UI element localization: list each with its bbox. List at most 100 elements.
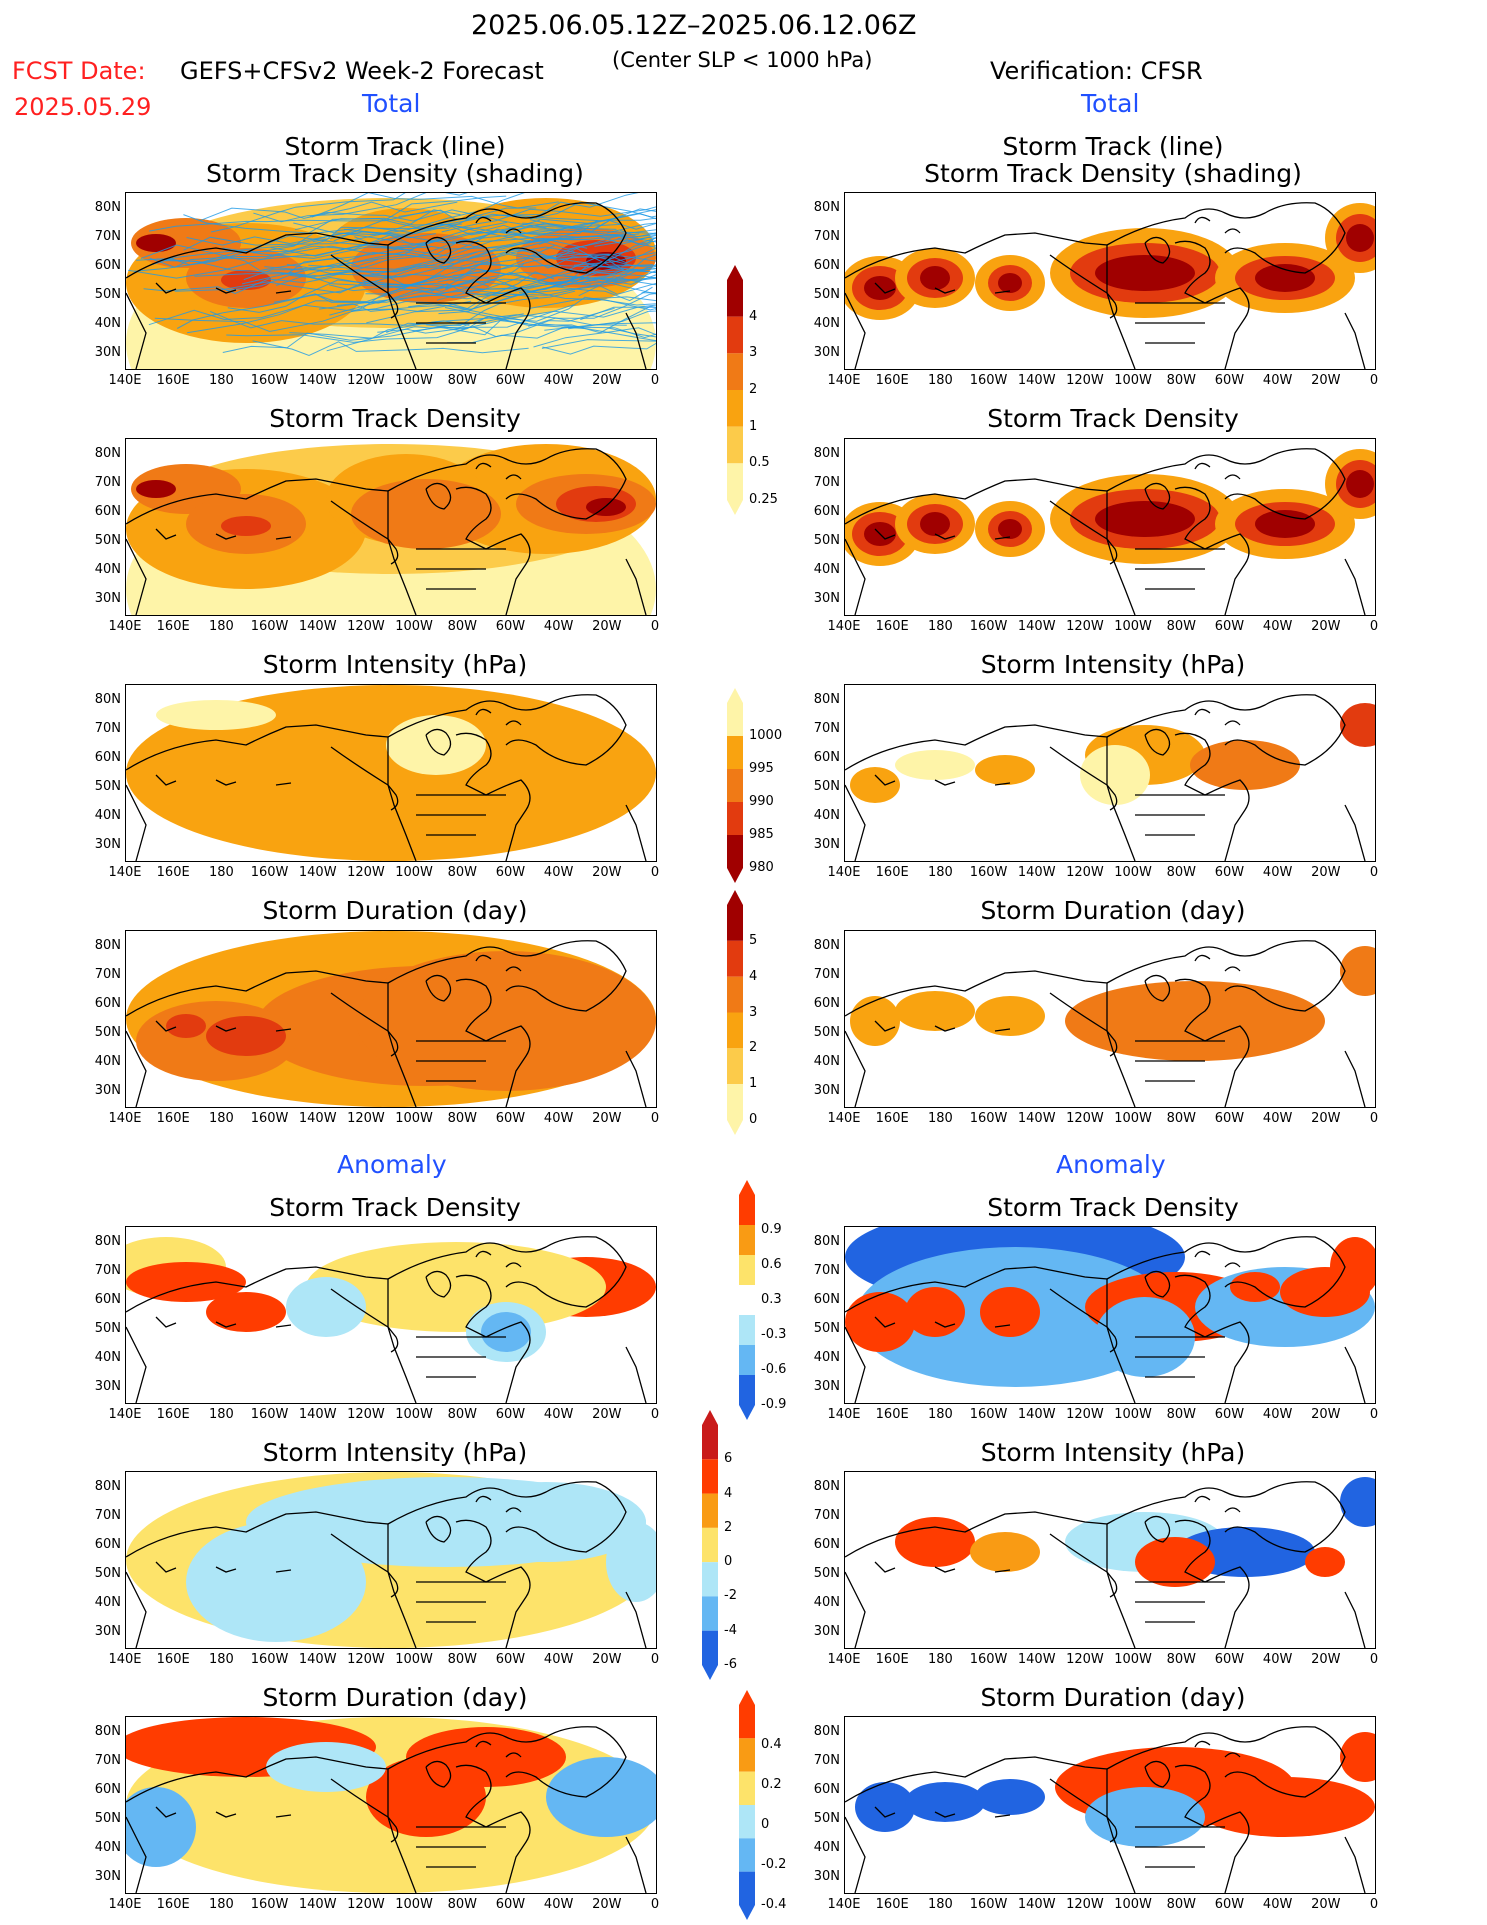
storm-track-line [187, 280, 489, 334]
coastline [126, 1326, 147, 1403]
lon-tick-label: 160E [875, 1897, 909, 1912]
shading-cell [1305, 1547, 1345, 1577]
coastline [387, 1236, 627, 1308]
lat-tick-label: 40N [813, 1595, 840, 1610]
title-density-anom-left: Storm Track Density [269, 1193, 521, 1222]
lon-tick-label: 40W [543, 1652, 574, 1667]
coastline [1135, 1581, 1225, 1623]
lat-tick-label: 40N [94, 1840, 121, 1855]
lat-tick-label: 30N [813, 1379, 840, 1394]
lon-tick-label: 20W [1311, 1407, 1341, 1422]
coastline [475, 708, 522, 726]
coastline [1106, 1236, 1346, 1308]
lat-tick-label: 30N [813, 345, 840, 360]
shading-cell [975, 755, 1035, 785]
lon-tick-label: 120W [1066, 1407, 1104, 1422]
colorbar-label: 4 [749, 308, 758, 324]
lon-tick-label: 0 [1369, 619, 1379, 634]
lon-tick-label: 180 [208, 1111, 234, 1126]
lat-tick-label: 30N [813, 1869, 840, 1884]
lon-tick-label: 140W [298, 1897, 337, 1912]
lat-tick-label: 50N [813, 287, 840, 302]
shading-cell [975, 996, 1045, 1036]
colorbar-arrow-bottom [739, 1405, 755, 1420]
storm-track-line [445, 271, 656, 295]
coastline [387, 784, 417, 861]
lon-tick-label: 180 [927, 619, 953, 634]
storm-track-line [522, 217, 656, 228]
storm-track-line [564, 274, 656, 285]
coastline [845, 970, 1108, 1031]
density-anom-forecast-map [125, 1226, 657, 1404]
storm-track-line [270, 223, 625, 257]
colorbar-swatch [727, 835, 743, 868]
lon-tick-label: 20W [1311, 1111, 1341, 1126]
storm-track-line [610, 254, 656, 282]
coastline [126, 1756, 389, 1817]
lat-tick-label: 80N [813, 692, 840, 707]
lon-tick-label: 40W [1262, 1652, 1293, 1667]
storm-track-line [210, 193, 406, 233]
lon-tick-label: 40W [543, 1897, 574, 1912]
lon-tick-label: 80W [1166, 1111, 1196, 1126]
lon-tick-label: 20W [592, 1897, 622, 1912]
lat-tick-label: 70N [813, 967, 840, 982]
coastline [1106, 202, 1346, 274]
coastline [1194, 216, 1241, 234]
coastline [625, 804, 647, 861]
lat-tick-label: 60N [813, 504, 840, 519]
lat-tick-label: 60N [813, 1537, 840, 1552]
storm-track-line [426, 304, 656, 330]
storm-track-line [511, 247, 656, 267]
colorbar-label: 0.9 [761, 1222, 782, 1237]
colorbar-label: 0.3 [761, 1292, 782, 1307]
coastline [387, 1571, 417, 1648]
lon-tick-label: 160W [969, 1897, 1008, 1912]
lon-tick-label: 80W [447, 1652, 477, 1667]
colorbar-arrow-top [727, 265, 743, 280]
colorbar-swatch [739, 1195, 755, 1225]
coastline [1174, 978, 1250, 1107]
lat-tick-label: 70N [813, 1753, 840, 1768]
shading-cell [206, 1016, 286, 1056]
lon-tick-label: 160W [250, 865, 289, 880]
storm-track-line [311, 193, 559, 218]
storm-track-line [398, 193, 639, 221]
lon-tick-label: 140E [827, 1652, 861, 1667]
colorbar-swatch [727, 802, 743, 835]
storm-track-line [394, 229, 656, 257]
lon-tick-label: 160E [875, 619, 909, 634]
coastline [1106, 784, 1136, 861]
map-svg [845, 448, 1375, 615]
lat-tick-label: 50N [813, 1321, 840, 1336]
coastline [874, 282, 1011, 294]
coastline [874, 774, 1011, 786]
lon-tick-label: 80W [1166, 1897, 1196, 1912]
coastline [1106, 1571, 1136, 1648]
coastline [455, 1519, 531, 1648]
lon-tick-label: 100W [1114, 373, 1152, 388]
shading-cell [1190, 740, 1300, 790]
storm-track-line [183, 209, 461, 251]
storm-track-line [655, 308, 656, 310]
lon-tick-label: 100W [395, 373, 433, 388]
lon-tick-label: 140E [108, 1897, 142, 1912]
lat-tick-label: 30N [94, 345, 121, 360]
lon-tick-label: 100W [395, 1111, 433, 1126]
lat-tick-label: 70N [94, 721, 121, 736]
coastline [475, 216, 522, 234]
shading-cell [855, 1782, 915, 1832]
colorbar-label: 0.6 [761, 1257, 782, 1272]
lat-tick-label: 40N [94, 808, 121, 823]
title-density-anom-right: Storm Track Density [987, 1193, 1239, 1222]
lat-tick-label: 30N [813, 837, 840, 852]
colorbar-swatch [727, 353, 743, 390]
lon-tick-label: 80W [447, 373, 477, 388]
lat-tick-label: 60N [813, 258, 840, 273]
storm-track-line [412, 320, 656, 342]
criterion-label: (Center SLP < 1000 hPa) [612, 48, 873, 72]
lon-tick-label: 20W [592, 619, 622, 634]
shading-cell [895, 750, 975, 780]
period-title: 2025.06.05.12Z–2025.06.12.06Z [471, 10, 917, 41]
lon-tick-label: 140W [298, 865, 337, 880]
